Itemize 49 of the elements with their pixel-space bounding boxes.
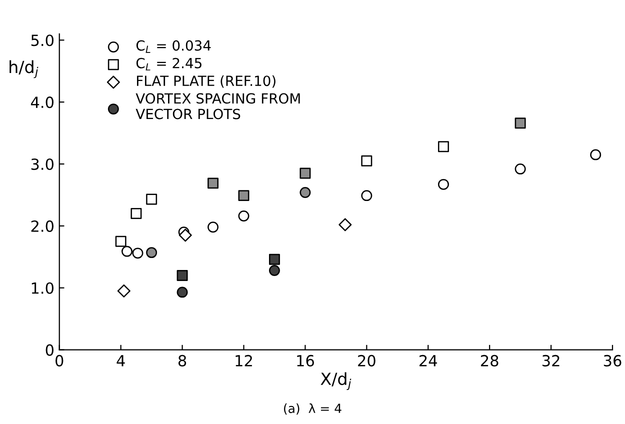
legend-label: C$_{L}$ = 0.034 [136,40,211,53]
x-tick-label: 12 [236,354,252,366]
point [121,246,132,257]
point [268,265,280,276]
y-tick-label: 2.0 [31,220,54,232]
text: (a) λ = 4 [284,403,342,415]
legend-label: FLAT PLATE (REF.10) [137,75,276,88]
y-axis-title: h/d$_{j}$ [10,60,38,78]
point [438,141,449,152]
point [590,149,602,160]
x-tick-label: 16 [297,354,314,366]
point [238,190,250,202]
point [176,286,188,298]
point [361,155,372,166]
point [514,163,526,174]
y-tick-label: 1.0 [32,282,54,294]
y-tick-label: 4.0 [30,96,54,108]
point [132,248,144,259]
point [208,178,219,189]
point [208,222,219,233]
point [178,228,192,242]
point [130,208,142,220]
point [514,118,526,129]
x-tick-label: 24 [420,354,437,366]
x-tick-label: 36 [604,354,622,366]
x-tick-label: 4 [116,355,125,366]
x-axis-title: X/d$_{j}$ [320,372,352,390]
y-tick-label: 0 [46,344,54,356]
y-tick-label: 5.0 [31,34,54,46]
x-tick-label: 0 [56,354,64,366]
point [146,247,158,258]
legend-label: VORTEX SPACING FROM VECTOR PLOTS [136,93,300,120]
point [361,190,372,202]
point [238,210,250,222]
point [268,254,280,265]
x-tick-label: 28 [480,354,498,366]
point [438,178,449,190]
x-tick-label: 32 [542,354,560,366]
point [176,270,188,281]
point [117,284,130,298]
x-tick-label: 8 [178,354,186,366]
y-tick-label: 3.0 [31,158,54,170]
point [300,186,311,198]
point [146,194,158,205]
point [300,168,311,179]
point [115,236,126,247]
x-tick-label: 20 [358,354,376,366]
legend-label: C$_{L}$ = 2.45 [136,58,202,70]
point [338,218,352,232]
